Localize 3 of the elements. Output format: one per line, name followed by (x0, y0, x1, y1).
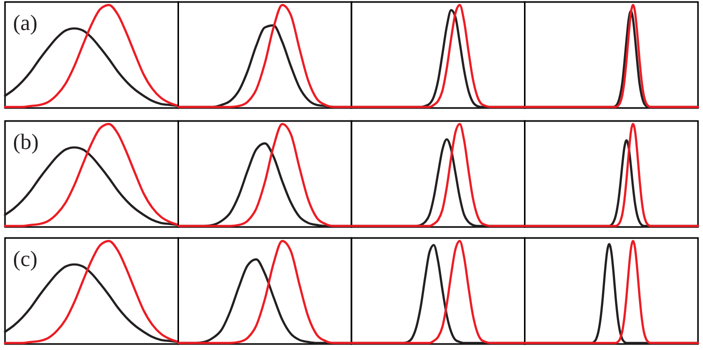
annotation: (b) (13, 129, 39, 154)
annotation: (c) (13, 246, 38, 271)
annotation: (a) (13, 10, 38, 35)
